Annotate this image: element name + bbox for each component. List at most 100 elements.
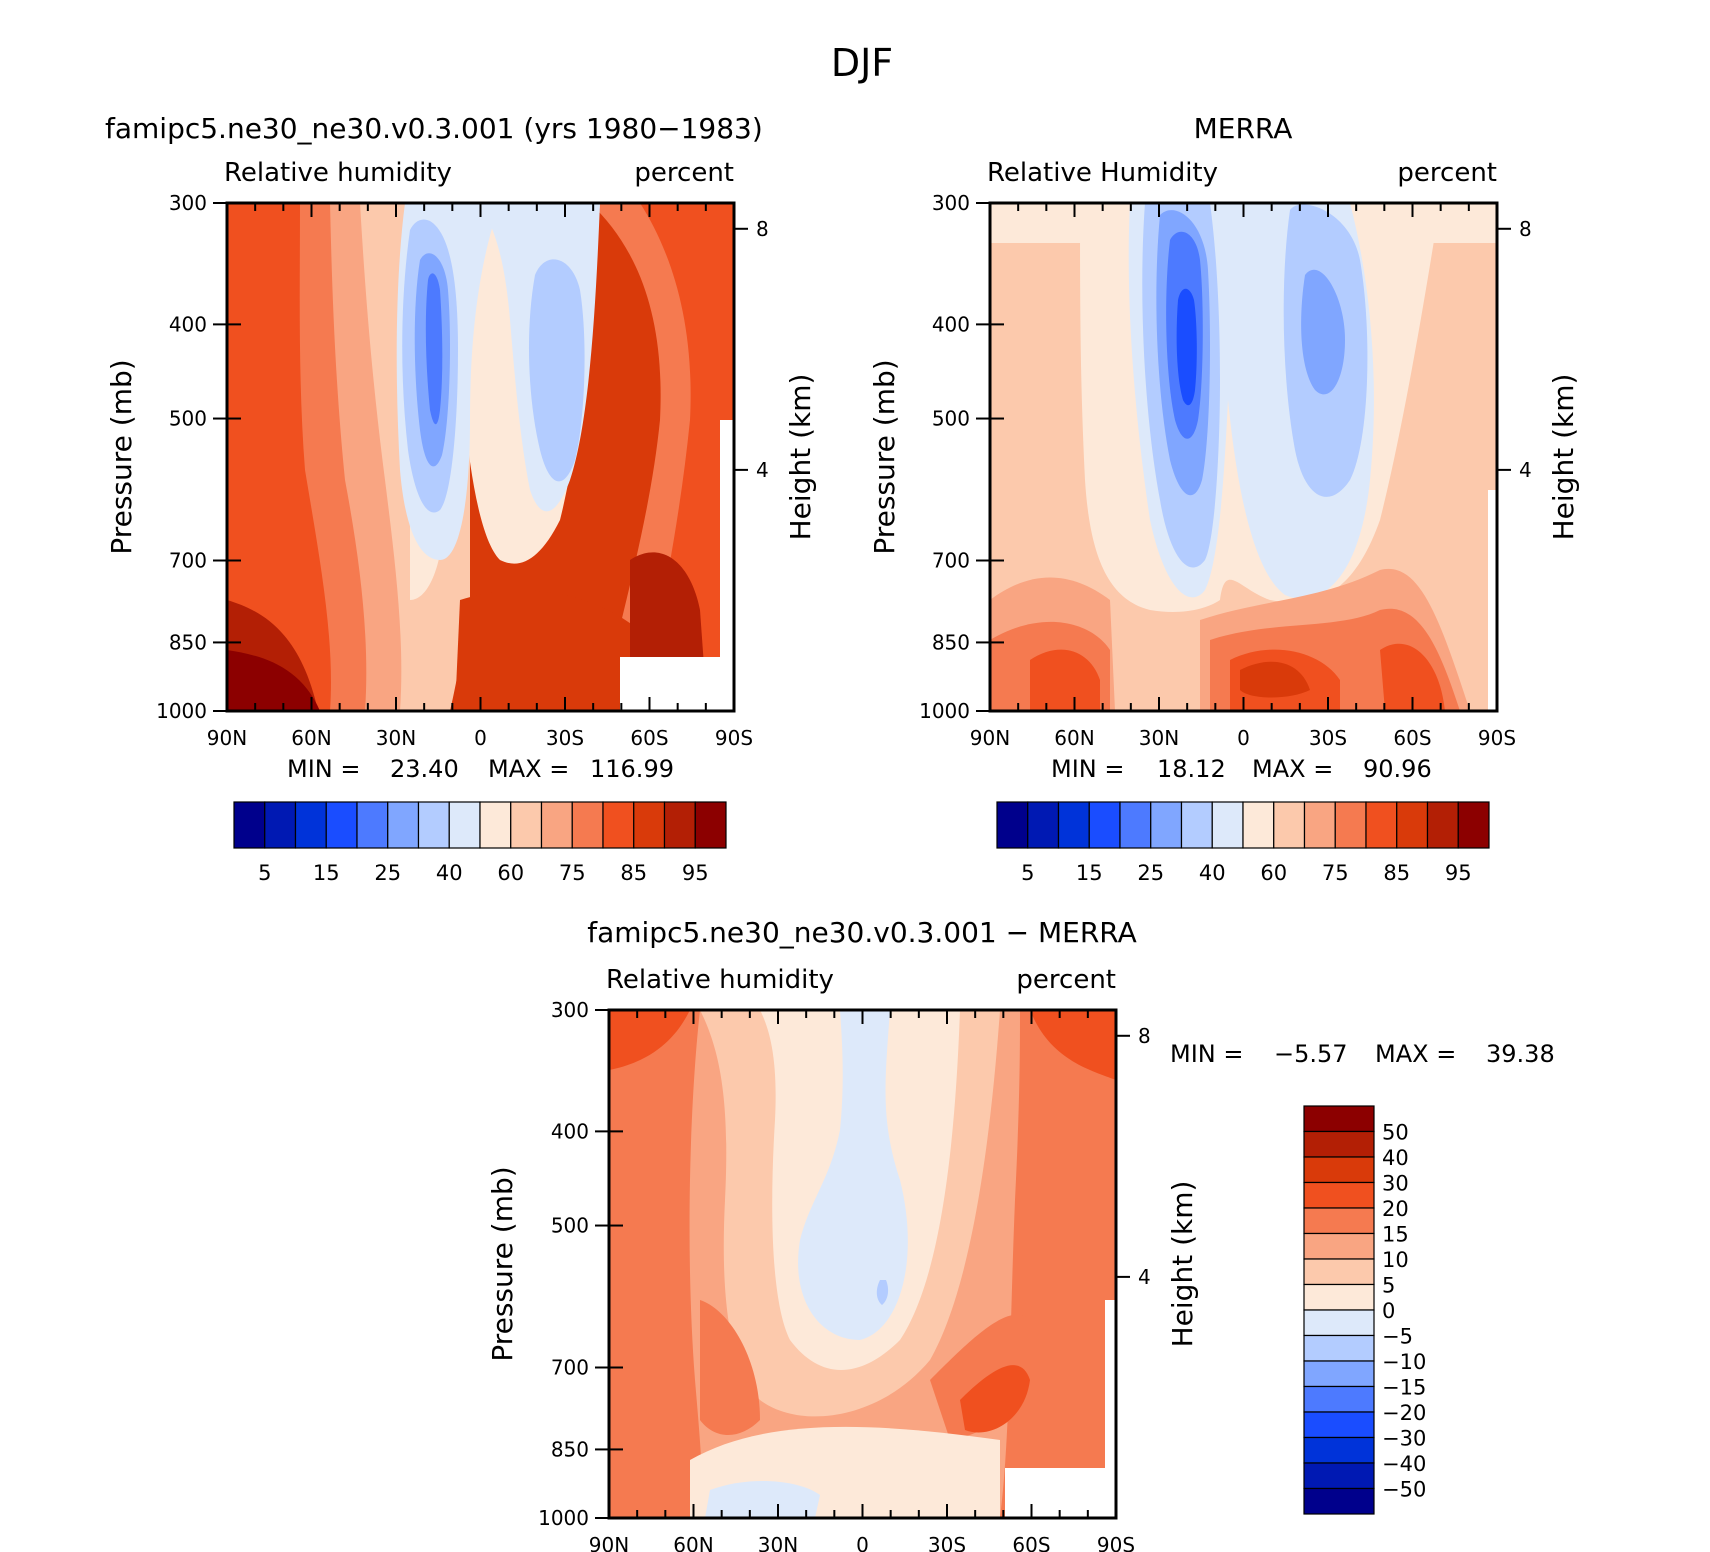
- panel-model-contours: [227, 203, 734, 711]
- colorbar-box: [996, 801, 1029, 849]
- y-tick-label: 500: [932, 407, 970, 431]
- band-right-red: [640, 203, 734, 711]
- panel-model: famipc5.ne30_ne30.v0.3.001 (yrs 1980−198…: [105, 112, 817, 885]
- panel-model-title: famipc5.ne30_ne30.v0.3.001 (yrs 1980−198…: [105, 112, 763, 145]
- colorbar-box: [602, 801, 635, 849]
- missing-data: [1105, 1300, 1116, 1518]
- colorbar-label: 75: [1322, 861, 1349, 885]
- y-tick-label: 700: [551, 1356, 589, 1380]
- panel-diff-min-label: MIN =: [1170, 1040, 1243, 1068]
- x-tick-label: 60S: [1393, 726, 1431, 750]
- panel-diff-min-value: −5.57: [1274, 1040, 1348, 1068]
- colorbar-label: 40: [436, 861, 463, 885]
- colorbar-box: [1303, 1130, 1375, 1158]
- panel-obs-contours: [990, 203, 1497, 711]
- band-l11-nh: [609, 1010, 703, 1518]
- colorbar-box: [1426, 801, 1459, 849]
- height-tick-label: 8: [756, 217, 769, 241]
- colorbar-label: −50: [1382, 1478, 1426, 1502]
- panel-diff: famipc5.ne30_ne30.v0.3.001 − MERRA Relat…: [486, 916, 1555, 1552]
- colorbar-box: [264, 801, 297, 849]
- colorbar-box: [417, 801, 450, 849]
- panel-diff-right-label: percent: [1016, 965, 1116, 995]
- colorbar-box: [510, 801, 543, 849]
- colorbar-box: [479, 801, 512, 849]
- x-tick-label: 90N: [589, 1533, 629, 1552]
- colorbar-box: [663, 801, 696, 849]
- band-l6-spot: [876, 1280, 889, 1305]
- colorbar-label: 25: [1137, 861, 1164, 885]
- panel-diff-max-value: 39.38: [1486, 1040, 1555, 1068]
- y-tick-label: 500: [169, 407, 207, 431]
- band-l11-sh: [1000, 1010, 1116, 1518]
- x-tick-label: 30S: [546, 726, 584, 750]
- panel-obs-ylabel: Pressure (mb): [868, 359, 901, 554]
- colorbar-box: [1303, 1411, 1375, 1439]
- colorbar-label: 0: [1382, 1299, 1395, 1323]
- colorbar-box: [1303, 1487, 1375, 1515]
- x-tick-label: 30N: [1139, 726, 1179, 750]
- panel-diff-ylabel: Pressure (mb): [486, 1166, 519, 1361]
- y-tick-label: 850: [169, 630, 207, 654]
- y-tick-label: 1000: [919, 699, 970, 723]
- panel-obs-ylabel2: Height (km): [1547, 374, 1580, 541]
- panel-model-left-label: Relative humidity: [224, 158, 452, 188]
- colorbar-label: 40: [1199, 861, 1226, 885]
- height-tick-label: 4: [1519, 458, 1532, 482]
- x-tick-label: 60S: [1012, 1533, 1050, 1552]
- colorbar-box: [1057, 801, 1090, 849]
- panel-model-min-value: 23.40: [390, 755, 459, 783]
- colorbar-box: [1303, 1334, 1375, 1362]
- colorbar-label: −15: [1382, 1376, 1426, 1400]
- colorbar-box: [1303, 801, 1336, 849]
- band-l12-bottom: [455, 590, 650, 711]
- colorbar-box: [1211, 801, 1244, 849]
- x-tick-label: 0: [1237, 726, 1250, 750]
- band-l11-pockets: [1030, 643, 1445, 711]
- colorbar-box: [571, 801, 604, 849]
- y-tick-label: 850: [551, 1437, 589, 1461]
- colorbar-label: 5: [1382, 1274, 1395, 1298]
- colorbar-label: 40: [1382, 1146, 1409, 1170]
- colorbar-label: −5: [1382, 1325, 1413, 1349]
- colorbar-box: [1303, 1385, 1375, 1413]
- colorbar-label: 15: [1076, 861, 1103, 885]
- x-tick-label: 0: [474, 726, 487, 750]
- band-l7-bottom: [705, 1480, 820, 1518]
- band-l12-nh: [609, 1010, 690, 1070]
- panel-obs-left-label: Relative Humidity: [987, 158, 1218, 188]
- missing-data: [1488, 490, 1497, 711]
- colorbar-box: [294, 801, 327, 849]
- panel-model-right-label: percent: [634, 158, 734, 188]
- y-tick-label: 850: [932, 630, 970, 654]
- colorbar-box: [1027, 801, 1060, 849]
- colorbar-box: [1180, 801, 1213, 849]
- x-tick-label: 60N: [291, 726, 331, 750]
- panel-model-ylabel: Pressure (mb): [105, 359, 138, 554]
- y-tick-label: 700: [932, 549, 970, 573]
- panel-diff-title: famipc5.ne30_ne30.v0.3.001 − MERRA: [587, 916, 1137, 949]
- missing-data: [720, 420, 734, 711]
- panel-obs-right-label: percent: [1397, 158, 1497, 188]
- colorbar-box: [1303, 1283, 1375, 1311]
- colorbar-label: 25: [374, 861, 401, 885]
- colorbar-label: 50: [1382, 1121, 1409, 1145]
- panel-obs-min-label: MIN =: [1051, 755, 1124, 783]
- colorbar-box: [1303, 1462, 1375, 1490]
- x-tick-label: 90N: [207, 726, 247, 750]
- panel-diff-contours: [609, 1010, 1116, 1518]
- colorbar-label: 5: [1021, 861, 1034, 885]
- x-tick-label: 0: [856, 1533, 869, 1552]
- band-l11-pocket-left: [700, 1300, 760, 1435]
- panel-obs-title: MERRA: [1194, 112, 1293, 145]
- colorbar-box: [1303, 1436, 1375, 1464]
- colorbar-box: [1303, 1258, 1375, 1286]
- y-tick-label: 700: [169, 549, 207, 573]
- colorbar-box: [1303, 1360, 1375, 1388]
- colorbar-label: 85: [620, 861, 647, 885]
- x-tick-label: 90S: [1097, 1533, 1135, 1552]
- colorbar-box: [1303, 1181, 1375, 1209]
- panel-model-max-label: MAX =: [488, 755, 569, 783]
- colorbar-box: [633, 801, 666, 849]
- colorbar-box: [1303, 1207, 1375, 1235]
